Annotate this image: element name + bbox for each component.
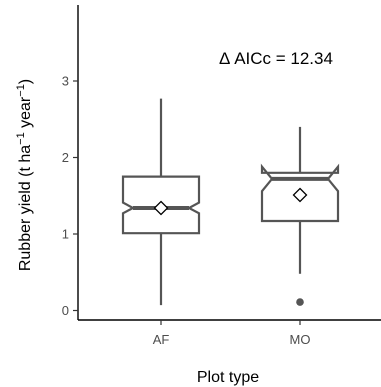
- x-axis-title: Plot type: [197, 369, 259, 386]
- x-tick-label: MO: [290, 332, 311, 347]
- y-tick-label: 2: [62, 150, 69, 165]
- y-axis-title: Rubber yield (t ha−1 year−1): [15, 79, 34, 271]
- notched-box: [121, 175, 201, 235]
- x-tick-label: AF: [153, 332, 170, 347]
- plot-area: [121, 98, 340, 306]
- x-axis-ticks: AF MO: [153, 320, 311, 347]
- box-group-af: [121, 98, 201, 306]
- notched-box: [260, 163, 340, 223]
- mean-marker: [153, 200, 169, 216]
- delta-aicc-annotation: Δ AICc = 12.34: [219, 49, 333, 68]
- box-group-mo: [260, 126, 340, 306]
- y-tick-label: 0: [62, 303, 69, 318]
- y-tick-label: 1: [62, 227, 69, 242]
- y-tick-label: 3: [62, 74, 69, 89]
- y-axis-ticks: 0 1 2 3: [62, 74, 78, 318]
- outlier-point: [296, 298, 304, 306]
- mean-marker: [292, 187, 308, 203]
